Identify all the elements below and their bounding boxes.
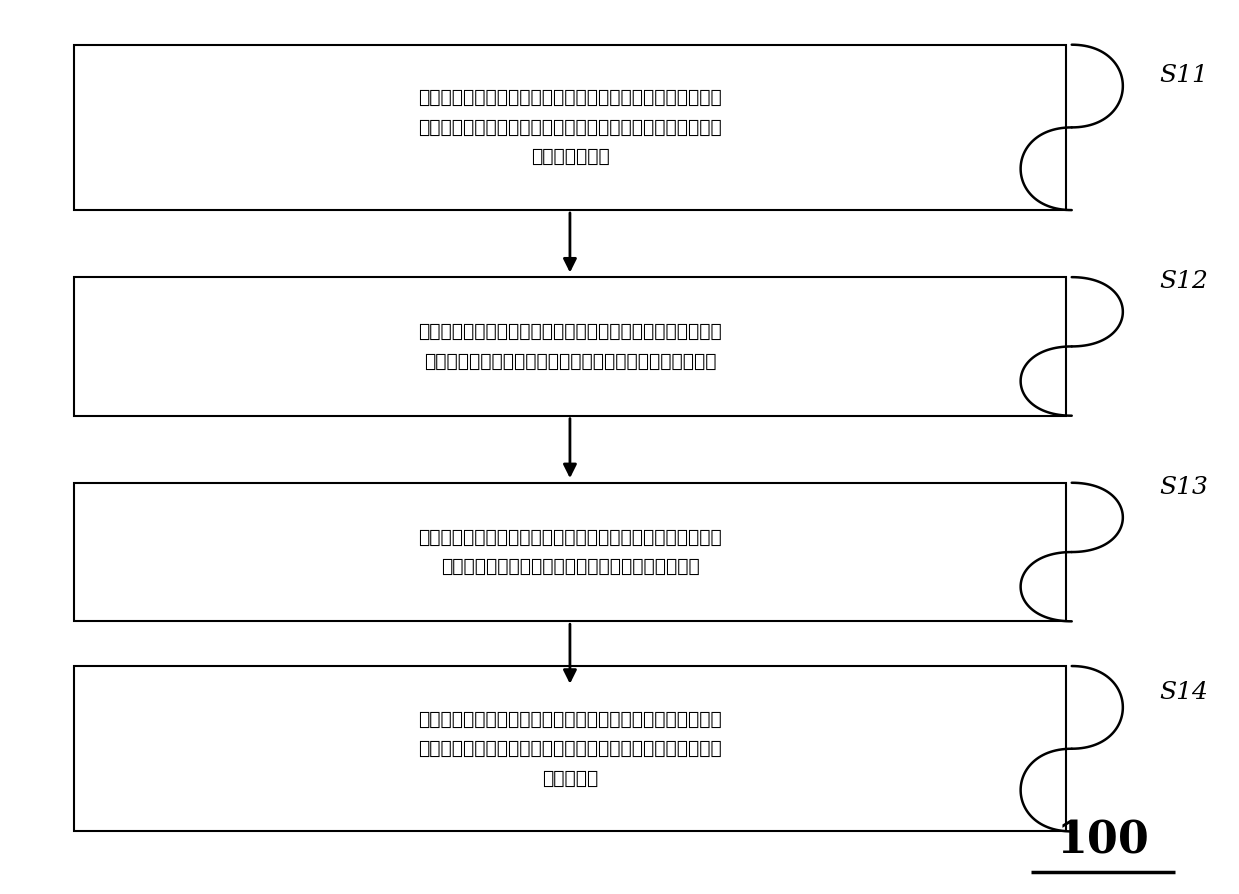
FancyBboxPatch shape [74,666,1066,831]
Text: 在每张采样图像上提取各个第一角点，根据第一角点在每个采
样位置上的第一角点的坐标，生成各个第一角点的拟合平面: 在每张采样图像上提取各个第一角点，根据第一角点在每个采 样位置上的第一角点的坐标… [418,322,722,371]
Text: 根据各个第一角点的拟合圆，计算第二相机与旋转轴的第一姿
态标定参数，并根据第一姿态标定参数调整第二相机与旋转轴
的相对姿态: 根据各个第一角点的拟合圆，计算第二相机与旋转轴的第一姿 态标定参数，并根据第一姿… [418,710,722,788]
Text: 将每个第一角点在每个采样位置上的第一角点的坐标，分别投
影在对应的拟合平面上，生成各个第一角点的拟合圆: 将每个第一角点在每个采样位置上的第一角点的坐标，分别投 影在对应的拟合平面上，生… [418,527,722,577]
Text: 100: 100 [1057,820,1149,863]
Text: S12: S12 [1158,270,1208,293]
FancyBboxPatch shape [74,45,1066,210]
Text: S11: S11 [1158,64,1208,88]
FancyBboxPatch shape [74,483,1066,621]
FancyBboxPatch shape [74,277,1066,416]
Text: S14: S14 [1158,681,1208,704]
Text: S13: S13 [1158,476,1208,499]
Text: 第一相机在每个采样位置采集采样图像，其中，采样位置为旋
转轴带动第二相机旋转预设角度后停止的位置，采样图像包括
整块第一标定板: 第一相机在每个采样位置采集采样图像，其中，采样位置为旋 转轴带动第二相机旋转预设… [418,89,722,166]
